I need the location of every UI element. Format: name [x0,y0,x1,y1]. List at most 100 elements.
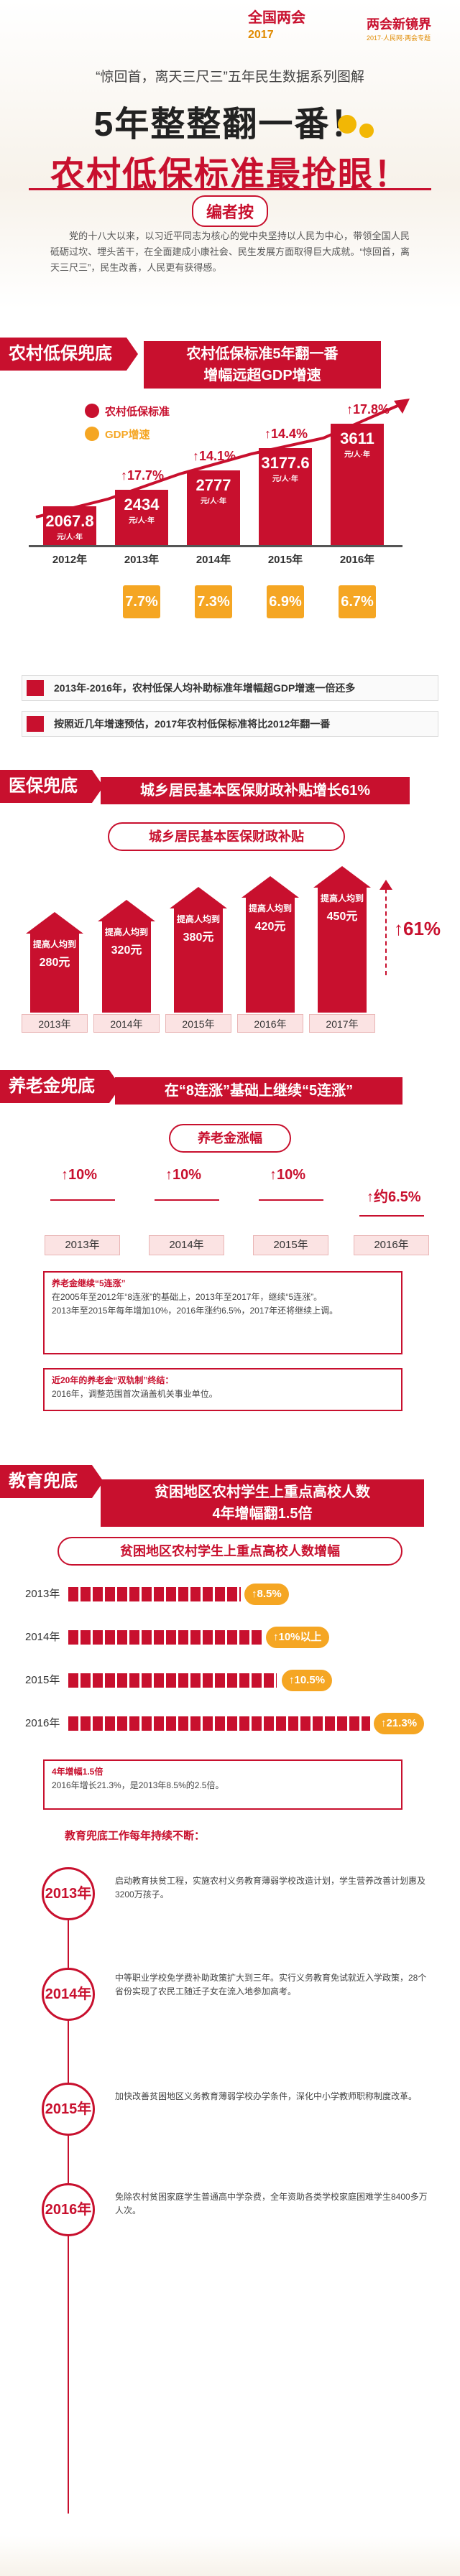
growth-2014: ↑14.1% [193,449,236,463]
gdp-2015: 6.9% [267,585,304,618]
education-sum-text: 2016年增长21.3%，是2013年8.5%的2.5倍。 [52,1780,224,1790]
bar-unit: 元/人·年 [128,517,155,525]
education-pct: 21.3% [386,1717,418,1729]
pension-box1-p1: 在2005年至2012年“8连涨”的基础上，2013年至2017年，继续“5连涨… [52,1292,323,1302]
pension-line [50,1199,115,1201]
title-line-2: 农村低保标准最抢眼！ [50,156,410,194]
lianghui-logo: 全国两会 2017 [248,10,305,43]
pension-pct-value: 10% [68,1167,98,1183]
education-headline-line1: 贫困地区农村学生上重点高校人数 [155,1484,370,1500]
timeline-text-2016: 免除农村贫困家庭学生普通高中学杂费，全年资助各类学校家庭困难学生8400多万人次… [115,2192,428,2215]
growth-2016: ↑17.8% [346,402,390,417]
pension-line [259,1199,323,1201]
pension-line [155,1199,219,1201]
medical-growth-line [385,889,387,975]
pension-year: 2016年 [354,1235,429,1255]
education-badge-2015: ↑10.5% [282,1670,333,1691]
house-amount: 420元 [254,921,286,933]
growth-value: 17.8% [353,402,390,417]
bar-2015: 3177.6 元/人·年 [259,448,312,545]
title-line-1: 5年整整翻一番！ [93,106,367,144]
medical-house-2016: 提高人均到 420元 [242,876,299,1013]
timeline-text-2015: 加快改善贫困地区义务教育薄弱学校办学条件，深化中小学教师职称制度改革。 [115,2091,418,2101]
coin-icon [359,124,374,138]
bar-value: 2067.8 [45,512,94,530]
bar-unit: 元/人·年 [56,534,83,541]
pension-box-1: 养老金继续“5连涨” 在2005年至2012年“8连涨”的基础上，2013年至2… [43,1271,402,1354]
new-lens-logo: 两会新镜界 2017·人民网·两会专题 [367,14,431,42]
note-text: 2013年-2016年，农村低保人均补助标准年增幅超GDP增速一倍还多 [54,682,356,694]
bar-2014: 2777 元/人·年 [187,470,240,545]
bar-value: 2777 [196,476,231,494]
gdp-2014: 7.3% [195,585,232,618]
year-label: 2014年 [196,554,231,566]
legend-gdp-icon [85,427,99,441]
logo-right-text: 两会新镜界 [367,17,431,32]
pension-box2-p1: 2016年，调整范围首次涵盖机关事业单位。 [52,1389,218,1399]
growth-2015: ↑14.4% [264,427,308,441]
education-section-tag: 教育兜底 [0,1465,104,1498]
medical-year: 2016年 [237,1014,303,1033]
pension-pct-2016: ↑约6.5% [367,1189,421,1205]
pension-box1-title: 养老金继续“5连涨” [52,1278,126,1288]
pension-line [359,1215,424,1217]
rural-note-2: 按照近几年增速预估，2017年农村低保标准将比2012年翻一番 [22,711,438,737]
year-label: 2015年 [267,554,303,566]
bar-value: 2434 [124,496,160,513]
bar-2013: 2434 元/人·年 [115,490,168,545]
logo-year-text: 2017 [248,29,274,41]
medical-year: 2014年 [93,1014,160,1033]
medical-year: 2017年 [309,1014,375,1033]
bar-unit: 元/人·年 [200,498,227,506]
timeline-year-2014: 2014年 [42,1968,95,2021]
growth-2013: ↑17.7% [121,468,165,483]
education-bar-2016 [68,1716,370,1731]
medical-year: 2015年 [165,1014,231,1033]
house-amount: 280元 [39,957,70,969]
bar-unit: 元/人·年 [344,451,371,459]
gdp-2016: 6.7% [339,585,376,618]
footer-decoration [0,2535,460,2576]
education-pct: 10%以上 [278,1631,322,1643]
timeline-title: 教育兜底工作每年持续不断： [65,1830,206,1842]
timeline-year-2013: 2013年 [42,1867,95,1920]
year-label: 2013年 [124,554,160,566]
pension-year: 2015年 [253,1235,328,1255]
house-amount: 380元 [183,931,214,944]
pension-box1-p2: 2013年至2015年每年增加10%，2016年涨约6.5%，2017年还将继续… [52,1306,339,1316]
editor-intro: 党的十八大以来，以习近平同志为核心的党中央坚持以人民为中心，带领全国人民砥砺过坎… [50,231,410,273]
growth-value: 17.7% [127,468,165,483]
header: 全国两会 2017 两会新镜界 2017·人民网·两会专题 “惊回首，离天三尺三… [0,0,460,309]
education-year: 2015年 [25,1674,60,1686]
series-subtitle: “惊回首，离天三尺三”五年民生数据系列图解 [96,70,364,85]
note-text: 按照近几年增速预估，2017年农村低保标准将比2012年翻一番 [54,718,331,730]
year-label: 2012年 [52,554,88,566]
medical-growth: ↑61% [394,918,441,939]
education-sum-title: 4年增幅1.5倍 [52,1767,104,1777]
bar-value: 3177.6 [261,454,310,472]
education-pct: 10.5% [294,1674,326,1686]
house-amount: 320元 [111,944,142,957]
editor-label: 编者按 [191,195,268,227]
house-label: 提高人均到 [248,903,292,913]
pension-year: 2013年 [45,1235,120,1255]
education-badge-2014: ↑10%以上 [266,1627,329,1648]
gdp-2013: 7.7% [123,585,160,618]
pension-pct-2013: ↑10% [61,1167,98,1183]
bar-2012: 2067.8 元/人·年 [43,506,96,545]
house-label: 提高人均到 [32,939,76,949]
education-year: 2016年 [25,1717,60,1729]
timeline-year-2016: 2016年 [42,2183,95,2236]
pension-pct-value: 10% [277,1167,306,1183]
education-headline-line2: 4年增幅翻1.5倍 [212,1506,313,1522]
timeline-text-2013: 启动教育扶贫工程，实施农村义务教育薄弱学校改造计划，学生营养改善计划惠及3200… [115,1876,426,1900]
pension-year: 2014年 [149,1235,224,1255]
education-pill: 贫困地区农村学生上重点高校人数增幅 [58,1537,402,1566]
education-bar-2015 [68,1673,277,1688]
legend-rural-icon [85,404,99,418]
logo-right-sub: 2017·人民网·两会专题 [367,34,431,42]
title-underline [29,188,431,190]
medical-section-tag: 医保兜底 [0,770,104,803]
chart-axis [29,545,402,547]
